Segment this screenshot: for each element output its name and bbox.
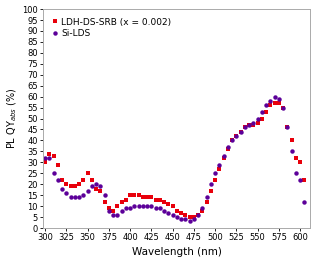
LDH-DS-SRB (x = 0.002) — [64, 183, 68, 186]
Si-LDS — [43, 156, 47, 160]
LDH-DS-SRB (x = 0.002) — [171, 205, 174, 208]
Si-LDS — [277, 97, 281, 100]
Si-LDS — [64, 191, 68, 195]
Y-axis label: PL QY$_{abs}$ (%): PL QY$_{abs}$ (%) — [6, 88, 19, 149]
LDH-DS-SRB (x = 0.002) — [188, 215, 191, 219]
Si-LDS — [205, 196, 209, 199]
LDH-DS-SRB (x = 0.002) — [273, 102, 276, 105]
Si-LDS — [303, 200, 307, 203]
Line: Si-LDS: Si-LDS — [43, 94, 307, 224]
LDH-DS-SRB (x = 0.002) — [277, 102, 281, 105]
Legend: LDH-DS-SRB (x = 0.002), Si-LDS: LDH-DS-SRB (x = 0.002), Si-LDS — [50, 16, 173, 40]
LDH-DS-SRB (x = 0.002) — [205, 200, 209, 203]
LDH-DS-SRB (x = 0.002) — [111, 209, 115, 212]
Si-LDS — [171, 213, 174, 216]
LDH-DS-SRB (x = 0.002) — [303, 178, 307, 181]
X-axis label: Wavelength (nm): Wavelength (nm) — [131, 247, 222, 257]
Si-LDS — [111, 213, 115, 216]
Line: LDH-DS-SRB (x = 0.002): LDH-DS-SRB (x = 0.002) — [43, 101, 307, 219]
Si-LDS — [273, 95, 276, 98]
LDH-DS-SRB (x = 0.002) — [43, 161, 47, 164]
Si-LDS — [188, 220, 191, 223]
Si-LDS — [94, 183, 98, 186]
LDH-DS-SRB (x = 0.002) — [94, 187, 98, 190]
